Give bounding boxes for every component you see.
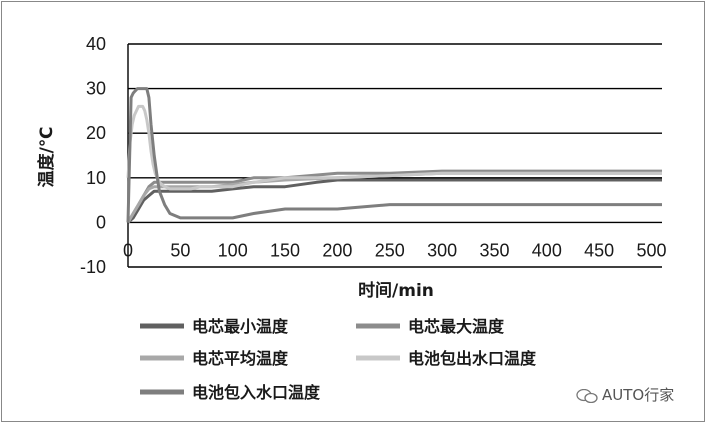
x-tick-label-7: 350 (479, 240, 509, 260)
series-line-4 (126, 87, 662, 223)
x-tick-label-4: 200 (322, 240, 352, 260)
legend-label-3: 电池包出水口温度 (408, 349, 537, 368)
x-tick-label-0: 0 (123, 240, 133, 260)
series-line-3 (126, 104, 662, 191)
y-tick-label-5: 40 (86, 34, 106, 54)
x-tick-label-2: 100 (218, 240, 248, 260)
x-tick-label-10: 500 (637, 240, 667, 260)
x-tick-label-3: 150 (270, 240, 300, 260)
series-line-0 (127, 178, 662, 224)
x-axis-title: 时间/min (358, 280, 434, 301)
watermark: AUTO行家 (576, 384, 674, 405)
y-tick-label-0: -10 (80, 257, 106, 277)
y-tick-label-3: 20 (86, 123, 106, 143)
y-axis-title: 温度/℃ (36, 127, 57, 188)
legend-label-2: 电芯平均温度 (192, 349, 289, 368)
wechat-icon (576, 388, 598, 403)
series-group (126, 87, 662, 224)
x-tick-label-9: 450 (584, 240, 614, 260)
y-tick-label-4: 30 (86, 79, 106, 99)
legend-label-4: 电池包入水口温度 (192, 383, 321, 402)
grid (127, 43, 662, 268)
legend-label-0: 电芯最小温度 (192, 317, 289, 336)
y-tick-label-2: 10 (86, 168, 106, 188)
x-tick-label-5: 250 (375, 240, 405, 260)
x-tick-label-1: 50 (170, 240, 190, 260)
y-tick-label-1: 0 (96, 212, 106, 232)
legend-label-1: 电芯最大温度 (408, 317, 505, 336)
x-tick-label-6: 300 (427, 240, 457, 260)
watermark-text: AUTO行家 (602, 386, 675, 404)
x-tick-label-8: 400 (532, 240, 562, 260)
